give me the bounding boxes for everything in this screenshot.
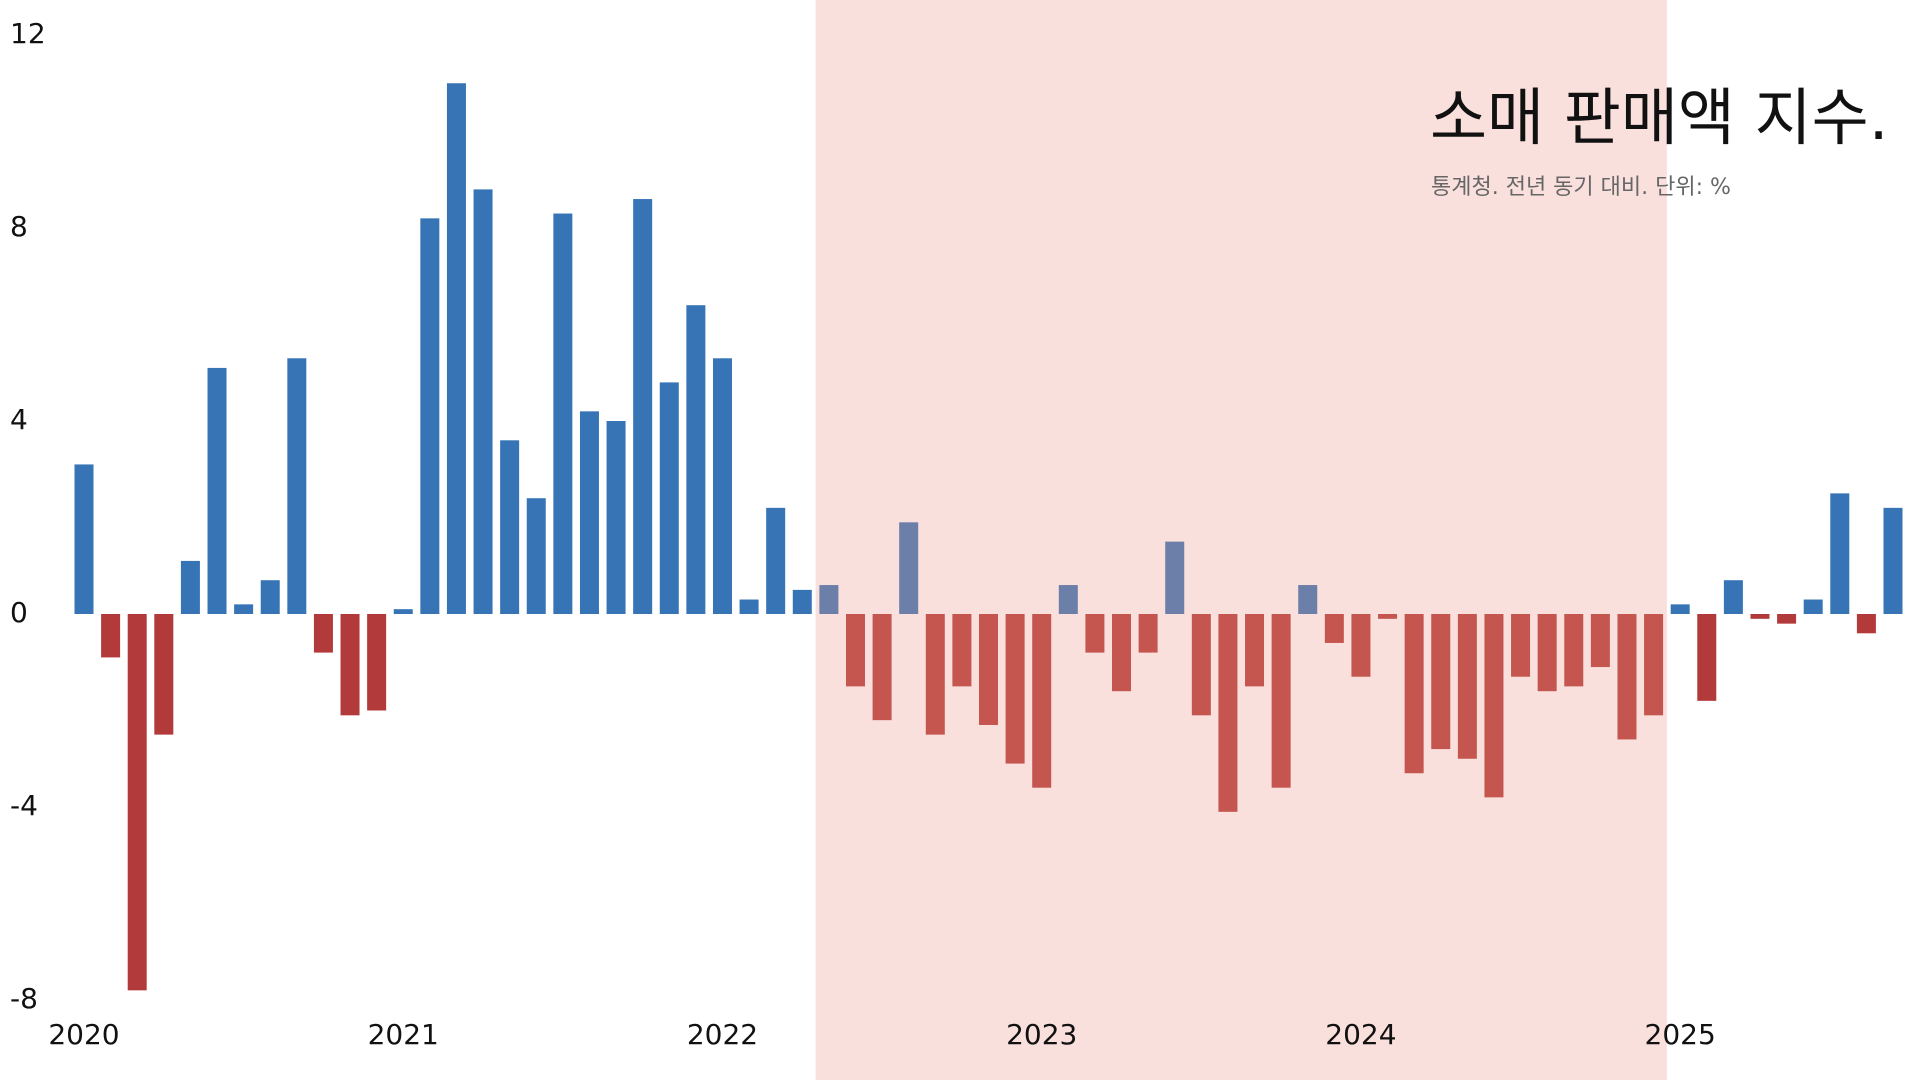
bar bbox=[420, 218, 440, 614]
x-tick-label: 2023 bbox=[1006, 1018, 1077, 1051]
bar bbox=[1085, 614, 1105, 653]
bar bbox=[1670, 604, 1690, 614]
bar bbox=[979, 614, 998, 725]
bar bbox=[1537, 614, 1557, 692]
highlight-band bbox=[815, 0, 1667, 1080]
bar bbox=[1777, 614, 1797, 624]
bar bbox=[1590, 614, 1610, 668]
bar bbox=[845, 614, 865, 687]
chart-subtitle: 통계청. 전년 동기 대비. 단위: % bbox=[1431, 175, 1731, 200]
bar bbox=[1351, 614, 1371, 677]
bar bbox=[925, 614, 945, 735]
bar bbox=[1617, 614, 1637, 740]
y-tick-label: -8 bbox=[10, 982, 38, 1015]
bar bbox=[739, 599, 759, 614]
bar bbox=[340, 614, 360, 716]
bar bbox=[393, 609, 413, 614]
y-tick-label: -4 bbox=[10, 789, 38, 822]
bar bbox=[207, 367, 227, 614]
bar bbox=[792, 589, 812, 614]
bar bbox=[74, 464, 94, 614]
bar bbox=[1245, 614, 1265, 687]
bar bbox=[234, 604, 254, 614]
bar bbox=[952, 614, 972, 687]
bar bbox=[1457, 614, 1477, 759]
bar bbox=[1830, 493, 1850, 614]
y-tick-label: 8 bbox=[10, 210, 28, 243]
bar bbox=[500, 440, 520, 614]
bar bbox=[1138, 614, 1158, 653]
bar bbox=[659, 382, 679, 614]
y-tick-label: 4 bbox=[10, 403, 28, 436]
x-tick-label: 2022 bbox=[687, 1018, 758, 1051]
bar bbox=[313, 614, 333, 653]
bar bbox=[1271, 614, 1291, 788]
x-tick-label: 2024 bbox=[1325, 1018, 1396, 1051]
y-tick-label: 12 bbox=[10, 17, 46, 50]
bar bbox=[473, 189, 493, 614]
bar bbox=[1856, 614, 1876, 634]
bar bbox=[553, 213, 573, 614]
bar bbox=[579, 411, 599, 614]
bar bbox=[1750, 614, 1770, 619]
bar bbox=[154, 614, 174, 735]
bar bbox=[1883, 507, 1903, 614]
bar bbox=[1644, 614, 1664, 716]
bar bbox=[633, 199, 653, 615]
bar bbox=[180, 560, 200, 614]
bar bbox=[1378, 614, 1398, 619]
x-tick-label: 2020 bbox=[48, 1018, 119, 1051]
bar bbox=[1404, 614, 1424, 774]
bar bbox=[127, 614, 147, 991]
bar bbox=[686, 305, 706, 614]
bar bbox=[1112, 614, 1132, 692]
bar bbox=[260, 580, 280, 614]
bar bbox=[1723, 580, 1743, 614]
bar bbox=[1324, 614, 1344, 643]
y-tick-label: 0 bbox=[10, 596, 28, 629]
bar bbox=[1298, 585, 1318, 614]
bar bbox=[1564, 614, 1584, 687]
bar bbox=[1697, 614, 1717, 701]
bar bbox=[1032, 614, 1052, 788]
bar bbox=[1218, 614, 1238, 812]
bar bbox=[1058, 585, 1078, 614]
bar bbox=[367, 614, 387, 711]
bar bbox=[287, 358, 307, 614]
bar bbox=[1484, 614, 1504, 798]
bar bbox=[872, 614, 892, 721]
bar bbox=[766, 507, 786, 614]
bar bbox=[101, 614, 121, 658]
bar bbox=[1165, 541, 1185, 614]
bar bbox=[712, 358, 732, 614]
chart-title: 소매 판매액 지수. bbox=[1430, 81, 1888, 154]
bar bbox=[1803, 599, 1823, 614]
plot: -8 -4 0 4 8 12 2020 2021 2022 2023 2024 2025 bbox=[10, 17, 1903, 1051]
bar bbox=[1191, 614, 1211, 716]
bar bbox=[1005, 614, 1025, 764]
bar bbox=[1431, 614, 1451, 750]
bar bbox=[1511, 614, 1531, 677]
bar bbox=[526, 498, 546, 614]
x-tick-label: 2025 bbox=[1645, 1018, 1716, 1051]
bar bbox=[819, 585, 839, 614]
bar bbox=[446, 83, 466, 614]
bar bbox=[899, 522, 919, 614]
background bbox=[815, 0, 1667, 1080]
x-tick-label: 2021 bbox=[368, 1018, 439, 1051]
bar bbox=[606, 421, 626, 614]
